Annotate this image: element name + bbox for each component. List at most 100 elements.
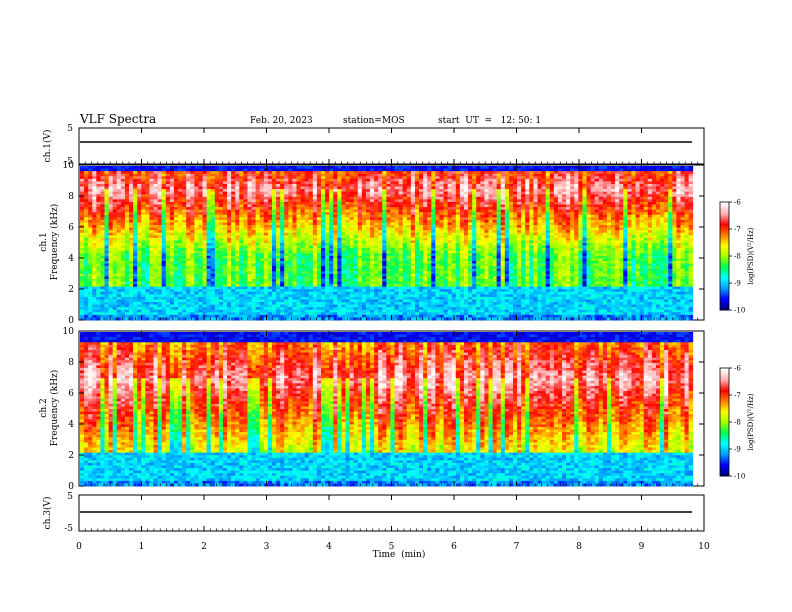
- spectrogram-cell: [218, 273, 224, 277]
- spectrogram-cell: [272, 194, 277, 198]
- spectrogram-cell: [398, 299, 404, 303]
- spectrogram-cell: [308, 268, 314, 272]
- spectrogram-cell: [218, 214, 224, 218]
- spectrogram-cell: [145, 212, 150, 216]
- spectrogram-cell: [370, 212, 375, 216]
- spectrogram-cell: [398, 281, 404, 285]
- spectrogram-cell: [394, 199, 400, 203]
- spectrogram-cell: [267, 281, 273, 285]
- spectrogram-cell: [410, 271, 416, 275]
- spectrogram-cell: [394, 194, 400, 198]
- spectrogram-cell: [316, 245, 322, 249]
- spectrogram-cell: [402, 214, 408, 218]
- spectrogram-cell: [255, 263, 261, 267]
- spectrogram-cell: [206, 317, 212, 321]
- spectrogram-cell: [263, 189, 269, 193]
- spectrogram-cell: [304, 240, 310, 244]
- spectrogram-cell: [112, 302, 118, 305]
- spectrogram-cell: [333, 268, 338, 272]
- spectrogram-cell: [190, 250, 195, 254]
- spectrogram-cell: [325, 245, 330, 249]
- spectrogram-cell: [194, 222, 199, 226]
- spectrogram-cell: [329, 199, 334, 203]
- spectrogram-cell: [133, 225, 138, 228]
- spectrogram-cell: [390, 273, 395, 277]
- spectrogram-cell: [104, 248, 109, 252]
- spectrogram-cell: [321, 209, 326, 213]
- spectrogram-cell: [165, 258, 171, 262]
- spectrogram-cell: [116, 286, 122, 290]
- spectrogram-cell: [414, 166, 420, 169]
- spectrogram-cell: [386, 225, 391, 228]
- spectrogram-cell: [284, 178, 289, 182]
- spectrogram-cell: [153, 196, 159, 200]
- spectrogram-cell: [276, 235, 281, 239]
- spectrogram-cell: [251, 240, 257, 244]
- spectrogram-cell: [410, 209, 416, 213]
- spectrogram-cell: [406, 219, 412, 223]
- spectrogram-cell: [161, 166, 167, 169]
- spectrogram-cell: [263, 248, 269, 252]
- spectrogram-cell: [149, 258, 154, 262]
- spectrogram-cell: [129, 201, 134, 205]
- spectrogram-cell: [247, 181, 252, 185]
- spectrogram-cell: [124, 299, 130, 303]
- spectrogram-cell: [378, 199, 383, 203]
- spectrogram-cell: [276, 214, 281, 218]
- spectrogram-cell: [280, 286, 285, 290]
- spectrogram-cell: [251, 314, 257, 318]
- spectrogram-cell: [321, 232, 326, 236]
- spectrogram-cell: [272, 260, 277, 264]
- spectrogram-cell: [398, 263, 404, 267]
- spectrogram-cell: [414, 181, 420, 185]
- spectrogram-cell: [214, 201, 220, 205]
- spectrogram-cell: [345, 286, 351, 290]
- spectrogram-cell: [353, 268, 359, 272]
- spectrogram-cell: [145, 186, 150, 190]
- spectrogram-cell: [255, 237, 261, 241]
- spectrogram-cell: [386, 214, 391, 218]
- spectrogram-cell: [308, 186, 314, 190]
- spectrogram-cell: [227, 207, 232, 211]
- spectrogram-cell: [329, 248, 334, 252]
- spectrogram-cell: [190, 276, 195, 280]
- spectrogram-cell: [80, 214, 85, 218]
- spectrogram-cell: [259, 166, 265, 169]
- spectrogram-cell: [178, 212, 183, 216]
- spectrogram-cell: [190, 222, 195, 226]
- spectrogram-cell: [137, 199, 142, 203]
- spectrogram-cell: [202, 317, 208, 321]
- spectrogram-cell: [141, 171, 146, 175]
- spectrogram-cell: [296, 227, 301, 231]
- spectrogram-cell: [235, 194, 240, 198]
- spectrogram-cell: [120, 199, 126, 203]
- spectrogram-cell: [149, 237, 154, 241]
- spectrogram-cell: [292, 171, 297, 175]
- spectrogram-cell: [178, 199, 183, 203]
- spectrogram-cell: [108, 212, 114, 216]
- spectrogram-cell: [214, 181, 220, 185]
- spectrogram-cell: [88, 222, 93, 226]
- spectrogram-cell: [80, 207, 85, 211]
- spectrogram-cell: [243, 191, 248, 195]
- spectrogram-cell: [96, 307, 101, 311]
- spectrogram-cell: [190, 176, 195, 180]
- spectrogram-cell: [267, 273, 273, 277]
- spectrogram-cell: [96, 168, 101, 172]
- spectrogram-cell: [390, 230, 395, 234]
- spectrogram-cell: [272, 294, 277, 298]
- spectrogram-cell: [410, 186, 416, 190]
- spectrogram-cell: [345, 245, 351, 249]
- spectrogram-cell: [129, 304, 134, 308]
- spectrogram-cell: [161, 225, 167, 228]
- spectrogram-cell: [96, 219, 101, 223]
- spectrogram-cell: [243, 314, 248, 318]
- spectrogram-cell: [329, 214, 334, 218]
- spectrogram-cell: [222, 271, 228, 275]
- spectrogram-cell: [345, 291, 351, 295]
- spectrogram-cell: [80, 255, 85, 259]
- spectrogram-cell: [259, 258, 265, 262]
- spectrogram-cell: [353, 240, 359, 244]
- spectrogram-cell: [337, 225, 342, 228]
- spectrogram-cell: [357, 209, 363, 213]
